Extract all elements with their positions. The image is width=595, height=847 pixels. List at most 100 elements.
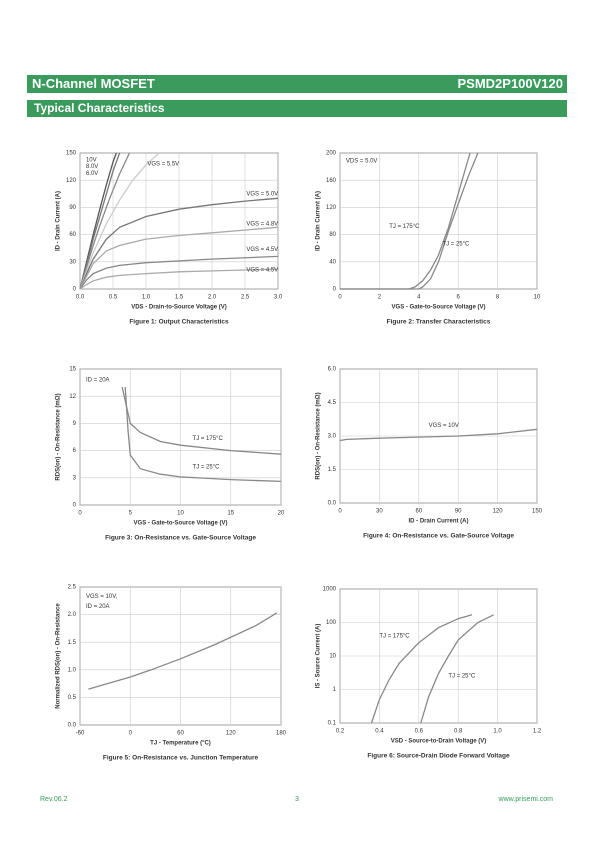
- x-tick-label: 0: [129, 731, 133, 737]
- x-tick-label: 1.0: [493, 729, 502, 735]
- y-axis-label: ID - Drain Current (A): [56, 191, 62, 251]
- x-axis-label: ID - Drain Current (A): [409, 519, 469, 525]
- x-tick-label: 120: [226, 731, 237, 737]
- x-axis-label: TJ - Temperature (°C): [150, 741, 211, 747]
- y-tick-label: 100: [326, 620, 337, 626]
- x-tick-label: 2.5: [241, 295, 250, 301]
- y-tick-label: 0: [333, 287, 337, 293]
- y-tick-label: 0.1: [328, 721, 337, 727]
- y-tick-label: 0: [73, 287, 77, 293]
- annotation: VGS = 4.8V: [246, 221, 278, 227]
- y-tick-label: 1.5: [328, 467, 337, 473]
- y-axis-label: Normalized RDS(on) - On-Resistance: [56, 603, 62, 709]
- x-tick-label: 2: [378, 295, 382, 301]
- y-tick-label: 1.5: [68, 640, 77, 646]
- x-tick-label: 10: [177, 511, 184, 517]
- y-tick-label: 0: [73, 503, 77, 509]
- annotation: TJ = 25°C: [442, 242, 470, 248]
- series-line: [79, 152, 131, 290]
- x-tick-label: 1.0: [142, 295, 151, 301]
- y-tick-label: 2.5: [68, 585, 77, 591]
- series-line: [340, 152, 471, 290]
- y-axis-label: RDS(on) - On-Resistance (mΩ): [316, 392, 322, 479]
- y-tick-label: 120: [326, 205, 337, 211]
- x-tick-label: 0.2: [336, 729, 345, 735]
- annotation: TJ = 25°C: [193, 464, 221, 470]
- y-tick-label: 10: [329, 654, 336, 660]
- y-tick-label: 200: [326, 151, 337, 157]
- y-tick-label: 15: [69, 367, 76, 373]
- x-axis-label: VGS - Gate-to-Source Voltage (V): [134, 521, 228, 527]
- series-line: [79, 152, 160, 290]
- header-left: N-Channel MOSFET: [32, 76, 155, 91]
- figure-caption: Figure 3: On-Resistance vs. Gate-Source …: [105, 535, 256, 542]
- x-tick-label: 0.5: [109, 295, 118, 301]
- annotation: VGS = 5.5V: [147, 161, 179, 167]
- x-tick-label: 90: [455, 509, 462, 515]
- y-tick-label: 60: [69, 232, 76, 238]
- annotation: 6.0V: [86, 171, 98, 177]
- x-tick-label: 1.5: [175, 295, 184, 301]
- x-tick-label: 60: [415, 509, 422, 515]
- x-tick-label: 4: [417, 295, 421, 301]
- figure-caption: Figure 2: Transfer Characteristics: [387, 319, 491, 326]
- section-title: Typical Characteristics: [34, 101, 165, 115]
- y-tick-label: 40: [329, 259, 336, 265]
- header-right: PSMD2P100V120: [457, 76, 563, 91]
- y-axis-label: RDS(on) - On-Resistance (mΩ): [56, 393, 62, 480]
- series-line: [79, 255, 279, 290]
- x-axis-label: VSD - Source-to-Drain Voltage (V): [391, 739, 487, 745]
- annotation: VGS = 4.5V: [246, 268, 278, 274]
- x-tick-label: 0: [338, 509, 342, 515]
- footer-right: www.prisemi.com: [498, 796, 554, 803]
- x-tick-label: 150: [532, 509, 543, 515]
- annotation: TJ = 25°C: [448, 674, 476, 680]
- x-tick-label: 0.6: [415, 729, 424, 735]
- annotation: ID = 20A: [86, 604, 110, 610]
- annotation: VDS = 5.0V: [346, 159, 378, 165]
- footer-center: 3: [295, 796, 299, 803]
- y-tick-label: 9: [73, 421, 77, 427]
- x-tick-label: 120: [493, 509, 504, 515]
- series-line: [370, 614, 473, 724]
- series-line: [121, 386, 282, 455]
- x-axis-label: VDS - Drain-to-Source Voltage (V): [131, 305, 227, 311]
- y-tick-label: 12: [69, 394, 76, 400]
- y-tick-label: 2.0: [68, 612, 77, 618]
- y-tick-label: 3.0: [328, 434, 337, 440]
- annotation: VGS = 10V,: [86, 594, 118, 600]
- series-line: [420, 614, 494, 724]
- annotation: VGS = 10V: [429, 423, 459, 429]
- series-line: [79, 268, 279, 290]
- y-tick-label: 90: [69, 205, 76, 211]
- annotation: ID = 20A: [86, 377, 110, 383]
- x-tick-label: 0.0: [76, 295, 85, 301]
- y-tick-label: 6: [73, 448, 77, 454]
- y-axis-label: ID - Drain Current (A): [316, 191, 322, 251]
- annotation: VGS = 5.0V: [246, 191, 278, 197]
- y-tick-label: 4.5: [328, 400, 337, 406]
- x-tick-label: 180: [276, 731, 287, 737]
- x-tick-label: 6: [457, 295, 461, 301]
- y-tick-label: 30: [69, 259, 76, 265]
- x-tick-label: 10: [534, 295, 541, 301]
- y-tick-label: 0.0: [328, 501, 337, 507]
- x-tick-label: 0.8: [454, 729, 463, 735]
- x-tick-label: 0.4: [375, 729, 384, 735]
- x-tick-label: 2.0: [208, 295, 217, 301]
- y-tick-label: 80: [329, 232, 336, 238]
- series-line: [79, 197, 279, 290]
- y-tick-label: 1.0: [68, 667, 77, 673]
- x-tick-label: 1.2: [533, 729, 542, 735]
- x-tick-label: 5: [129, 511, 133, 517]
- y-tick-label: 1: [333, 687, 337, 693]
- header-bar: [27, 75, 567, 93]
- annotation: 8.0V: [86, 164, 98, 170]
- series-line: [339, 428, 538, 442]
- y-tick-label: 1000: [323, 587, 337, 593]
- x-tick-label: 20: [278, 511, 285, 517]
- annotation: VGS = 4.5V: [246, 247, 278, 253]
- series-line: [340, 152, 479, 290]
- x-axis-label: VGS - Gate-to-Source Voltage (V): [392, 305, 486, 311]
- x-tick-label: 15: [227, 511, 234, 517]
